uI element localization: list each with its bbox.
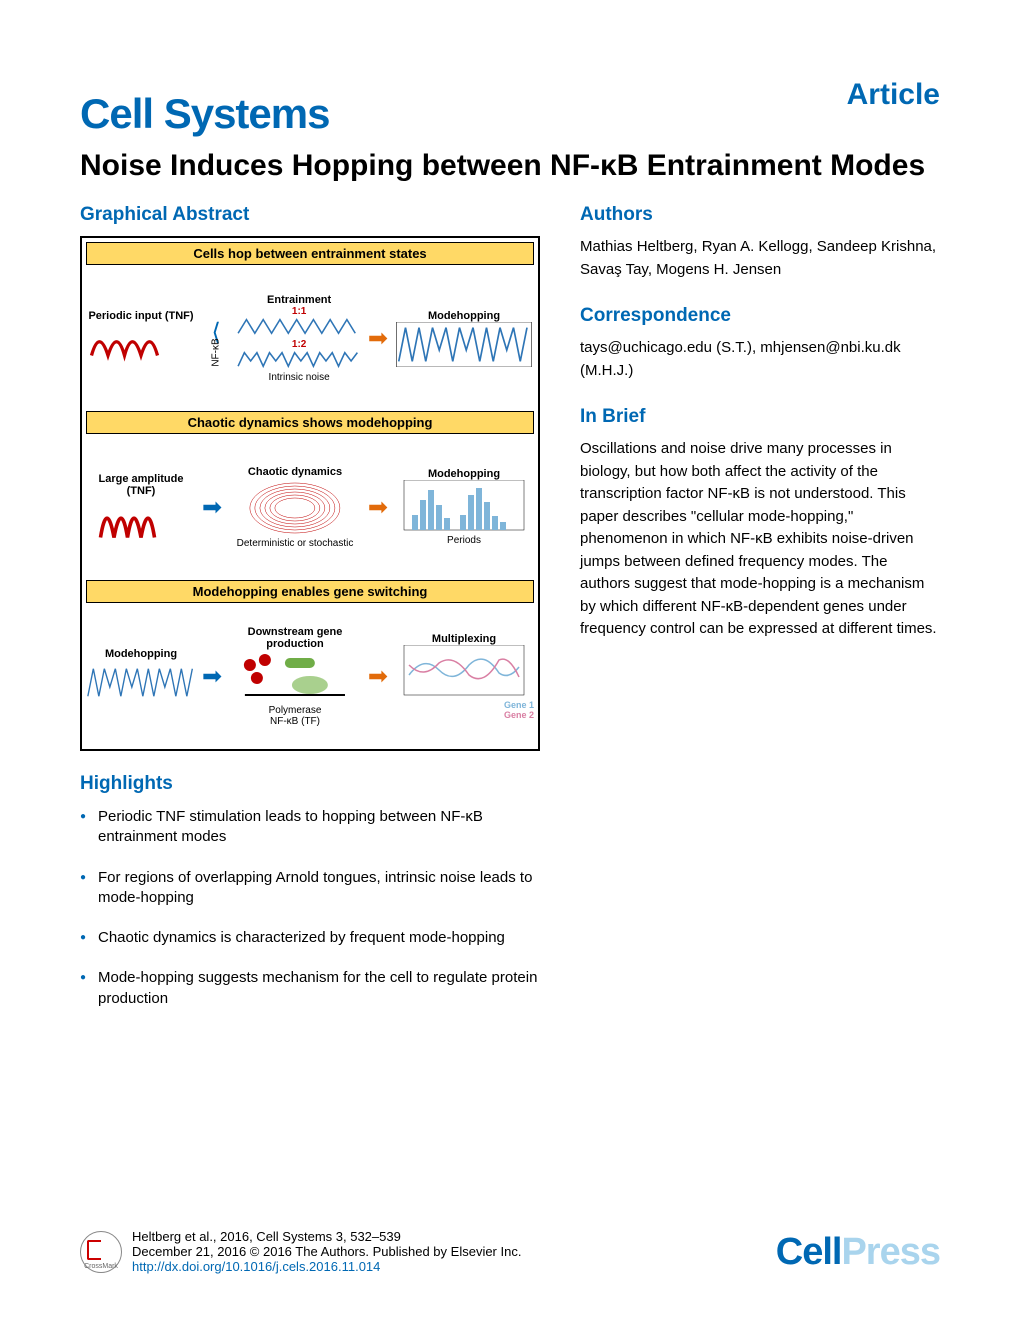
crossmark-icon[interactable]: CrossMark	[80, 1231, 122, 1273]
polymerase-label: Polymerase	[269, 705, 322, 716]
panel1-header: Cells hop between entrainment states	[86, 242, 534, 265]
entrainment-wave-2	[236, 350, 362, 372]
ratio-1-2: 1:2	[292, 339, 306, 350]
citation-line1: Heltberg et al., 2016, Cell Systems 3, 5…	[132, 1229, 521, 1244]
highlight-item: For regions of overlapping Arnold tongue…	[80, 868, 540, 909]
nfkb-ylabel: NF-κB	[211, 338, 222, 366]
citation-line2: December 21, 2016 © 2016 The Authors. Pu…	[132, 1244, 521, 1259]
multiplexing-chart-icon	[394, 645, 534, 700]
highlight-item: Mode-hopping suggests mechanism for the …	[80, 968, 540, 1009]
brief-text: Oscillations and noise drive many proces…	[580, 438, 940, 641]
brief-heading: In Brief	[580, 406, 940, 428]
highlight-item: Chaotic dynamics is characterized by fre…	[80, 928, 540, 948]
panel1-right-label: Modehopping	[428, 310, 500, 322]
panel3-header: Modehopping enables gene switching	[86, 580, 534, 603]
panel2-row: Large amplitude (TNF) ➡ Chaotic dynamics	[86, 438, 534, 576]
gene2-label: Gene 2	[394, 710, 534, 720]
tnf-wave-icon	[86, 322, 196, 367]
panel1-left-label: Periodic input (TNF)	[88, 310, 193, 322]
article-title: Noise Induces Hopping between NF-κB Entr…	[80, 148, 940, 184]
highlights-list: Periodic TNF stimulation leads to hoppin…	[80, 807, 540, 1009]
gene-production-icon	[228, 650, 362, 705]
correspondence-text: tays@uchicago.edu (S.T.), mhjensen@nbi.k…	[580, 337, 940, 382]
arrow-orange-icon-3: ➡	[368, 662, 388, 691]
arrow-orange-icon: ➡	[368, 324, 388, 353]
periods-xlabel: Periods	[447, 535, 481, 546]
cellpress-press: Press	[841, 1231, 940, 1273]
arrow-orange-icon-2: ➡	[368, 493, 388, 522]
panel2-sub: Deterministic or stochastic	[237, 538, 354, 549]
highlight-item: Periodic TNF stimulation leads to hoppin…	[80, 807, 540, 848]
correspondence-heading: Correspondence	[580, 305, 940, 327]
cellpress-cell: Cell	[776, 1231, 842, 1273]
panel2-left-label: Large amplitude (TNF)	[86, 473, 196, 497]
cellpress-logo: CellPress	[776, 1231, 940, 1274]
panel1-row: Periodic input (TNF) ⟨ NF-κB Entrainment…	[86, 269, 534, 407]
panel3-right-label: Multiplexing	[432, 633, 496, 645]
journal-logo: Cell Systems	[80, 90, 940, 138]
chaotic-attractor-icon	[228, 478, 362, 538]
modehopping-wave-1	[394, 322, 534, 367]
highlights-heading: Highlights	[80, 773, 540, 795]
periods-histogram-icon	[394, 480, 534, 535]
graphical-abstract-figure: Cells hop between entrainment states Per…	[80, 236, 540, 751]
graphical-abstract-heading: Graphical Abstract	[80, 204, 540, 226]
panel3-mid-title: Downstream gene production	[228, 626, 362, 650]
article-type-label: Article	[847, 78, 940, 112]
entrainment-wave-1	[236, 317, 362, 339]
panel2-right-label: Modehopping	[428, 468, 500, 480]
panel2-mid-title: Chaotic dynamics	[248, 466, 342, 478]
panel3-row: Modehopping ➡ Downstream gene production	[86, 607, 534, 745]
large-amp-wave-icon	[86, 497, 196, 542]
tf-label: NF-κB (TF)	[270, 716, 320, 727]
arrow-blue-icon: ➡	[202, 493, 222, 522]
arrow-blue-icon-2: ➡	[202, 662, 222, 691]
panel1-intrinsic-noise: Intrinsic noise	[269, 372, 330, 383]
modehopping-wave-3	[86, 660, 196, 705]
panel1-mid-title: Entrainment	[267, 294, 331, 306]
footer: CrossMark Heltberg et al., 2016, Cell Sy…	[80, 1229, 940, 1274]
authors-heading: Authors	[580, 204, 940, 226]
panel2-header: Chaotic dynamics shows modehopping	[86, 411, 534, 434]
crossmark-label: CrossMark	[84, 1263, 118, 1270]
gene1-label: Gene 1	[394, 700, 534, 710]
doi-link[interactable]: http://dx.doi.org/10.1016/j.cels.2016.11…	[132, 1259, 521, 1274]
ratio-1-1: 1:1	[292, 306, 306, 317]
authors-list: Mathias Heltberg, Ryan A. Kellogg, Sande…	[580, 236, 940, 281]
panel3-left-label: Modehopping	[105, 648, 177, 660]
